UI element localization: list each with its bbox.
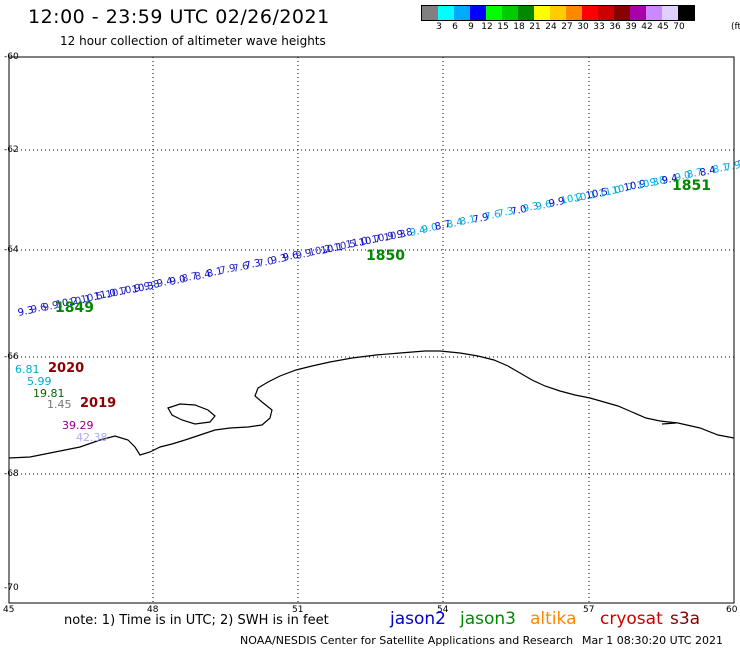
lon-label: 51 <box>292 605 304 615</box>
color-scale-swatch <box>422 6 438 20</box>
track-time-label: 1849 <box>55 300 94 316</box>
lat-label: -66 <box>4 352 19 362</box>
color-scale-swatch <box>630 6 646 20</box>
legend-s3a: s3a <box>670 609 701 629</box>
color-scale-swatch <box>614 6 630 20</box>
color-scale-swatch <box>598 6 614 20</box>
lon-label: 57 <box>583 605 595 615</box>
color-scale-label: 9 <box>468 22 474 32</box>
coastline-island-small <box>661 422 677 425</box>
map-title: 12:00 - 23:59 UTC 02/26/2021 <box>28 6 330 28</box>
color-scale-swatch <box>470 6 486 20</box>
inset-value: 5.99 <box>27 375 52 388</box>
color-scale-label: 3 <box>436 22 442 32</box>
legend-altika: altika <box>530 609 577 629</box>
grid-lines <box>9 57 734 603</box>
inset-value: 1.45 <box>47 398 72 411</box>
color-scale-label: 33 <box>593 22 605 32</box>
track-time-label: 1850 <box>366 248 405 264</box>
color-scale-label: 24 <box>545 22 557 32</box>
inset-value: 39.29 <box>62 419 94 432</box>
legend-jason3: jason3 <box>460 609 516 629</box>
lat-label: -62 <box>4 145 19 155</box>
color-scale-swatch <box>486 6 502 20</box>
color-scale-label: 45 <box>657 22 669 32</box>
lat-label: -68 <box>4 469 19 479</box>
inset-value: 42.38 <box>76 431 108 444</box>
credit-text: NOAA/NESDIS Center for Satellite Applica… <box>240 634 574 647</box>
color-scale-unit: (ft) <box>731 22 740 32</box>
color-scale-swatch <box>646 6 662 20</box>
color-scale-label: 70 <box>673 22 685 32</box>
color-scale-label: 39 <box>625 22 637 32</box>
color-scale-label: 42 <box>641 22 653 32</box>
coastline-island <box>167 403 216 425</box>
inset-value: 6.81 <box>15 363 40 376</box>
color-scale-label: 12 <box>481 22 493 32</box>
color-scale-label: 6 <box>452 22 458 32</box>
lon-label: 60 <box>726 605 738 615</box>
color-scale-label: 36 <box>609 22 621 32</box>
inset-value: 19.81 <box>33 387 65 400</box>
color-scale-swatch <box>454 6 470 20</box>
track-time-label: 1851 <box>672 178 711 194</box>
color-scale-label: 27 <box>561 22 573 32</box>
plot-frame <box>8 56 735 604</box>
color-scale-label: 21 <box>529 22 541 32</box>
lon-label: 54 <box>437 605 449 615</box>
color-scale-swatch <box>678 6 694 20</box>
color-scale-swatch <box>582 6 598 20</box>
lat-label: -70 <box>4 583 19 593</box>
color-scale-label: 15 <box>497 22 509 32</box>
color-scale-swatch <box>566 6 582 20</box>
color-scale-swatch <box>518 6 534 20</box>
color-scale <box>421 5 695 21</box>
color-scale-swatch <box>550 6 566 20</box>
map-subtitle: 12 hour collection of altimeter wave hei… <box>60 34 326 48</box>
lat-label: -64 <box>4 245 19 255</box>
generated-timestamp: Mar 1 08:30:20 UTC 2021 <box>582 634 723 647</box>
color-scale-label: 30 <box>577 22 589 32</box>
lon-label: 48 <box>147 605 159 615</box>
coastline <box>8 350 735 459</box>
footer-note: note: 1) Time is in UTC; 2) SWH is in fe… <box>64 613 329 628</box>
lat-label: -60 <box>4 52 19 62</box>
color-scale-swatch <box>534 6 550 20</box>
year-label-2019: 2019 <box>80 396 117 411</box>
color-scale-swatch <box>662 6 678 20</box>
year-label-2020: 2020 <box>48 361 85 376</box>
legend-cryosat: cryosat <box>600 609 663 629</box>
color-scale-swatch <box>502 6 518 20</box>
color-scale-label: 18 <box>513 22 525 32</box>
lon-label: 45 <box>3 605 15 615</box>
legend-jason2: jason2 <box>390 609 446 629</box>
color-scale-swatch <box>438 6 454 20</box>
